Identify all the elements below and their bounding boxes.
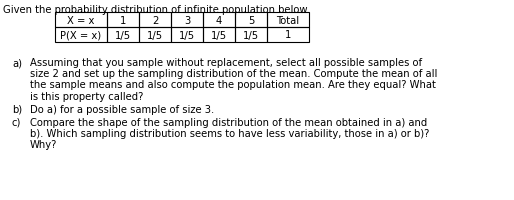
Text: 1/5: 1/5	[243, 30, 259, 40]
Text: Total: Total	[277, 15, 300, 25]
Bar	[139, 28, 171, 43]
Text: Given the probability distribution of infinite population below: Given the probability distribution of in…	[3, 5, 307, 15]
Text: the sample means and also compute the population mean. Are they equal? What: the sample means and also compute the po…	[30, 80, 436, 90]
Text: size 2 and set up the sampling distribution of the mean. Compute the mean of all: size 2 and set up the sampling distribut…	[30, 69, 437, 79]
Text: is this property called?: is this property called?	[30, 91, 143, 101]
Bar	[235, 28, 267, 43]
Text: Why?: Why?	[30, 140, 58, 150]
Text: 5: 5	[248, 15, 254, 25]
Bar	[203, 13, 235, 28]
Text: 1/5: 1/5	[115, 30, 131, 40]
Bar	[139, 13, 171, 28]
Bar	[107, 13, 139, 28]
Bar	[267, 13, 309, 28]
Text: 4: 4	[216, 15, 222, 25]
Bar	[235, 13, 267, 28]
Text: Do a) for a possible sample of size 3.: Do a) for a possible sample of size 3.	[30, 104, 214, 114]
Text: 1/5: 1/5	[211, 30, 227, 40]
Text: Compare the shape of the sampling distribution of the mean obtained in a) and: Compare the shape of the sampling distri…	[30, 117, 427, 127]
Bar	[55, 13, 107, 28]
Text: 3: 3	[184, 15, 190, 25]
Text: 1/5: 1/5	[179, 30, 195, 40]
Bar	[107, 28, 139, 43]
Bar	[55, 28, 107, 43]
Text: c): c)	[12, 117, 22, 127]
Text: a): a)	[12, 58, 22, 68]
Text: b): b)	[12, 104, 22, 114]
Text: 1: 1	[120, 15, 126, 25]
Bar	[203, 28, 235, 43]
Bar	[171, 28, 203, 43]
Text: 2: 2	[152, 15, 158, 25]
Text: Assuming that you sample without replacement, select all possible samples of: Assuming that you sample without replace…	[30, 58, 422, 68]
Text: X = x: X = x	[67, 15, 95, 25]
Bar	[267, 28, 309, 43]
Text: 1/5: 1/5	[147, 30, 163, 40]
Text: P(X = x): P(X = x)	[61, 30, 102, 40]
Text: 1: 1	[285, 30, 291, 40]
Text: b). Which sampling distribution seems to have less variability, those in a) or b: b). Which sampling distribution seems to…	[30, 129, 429, 139]
Bar	[171, 13, 203, 28]
